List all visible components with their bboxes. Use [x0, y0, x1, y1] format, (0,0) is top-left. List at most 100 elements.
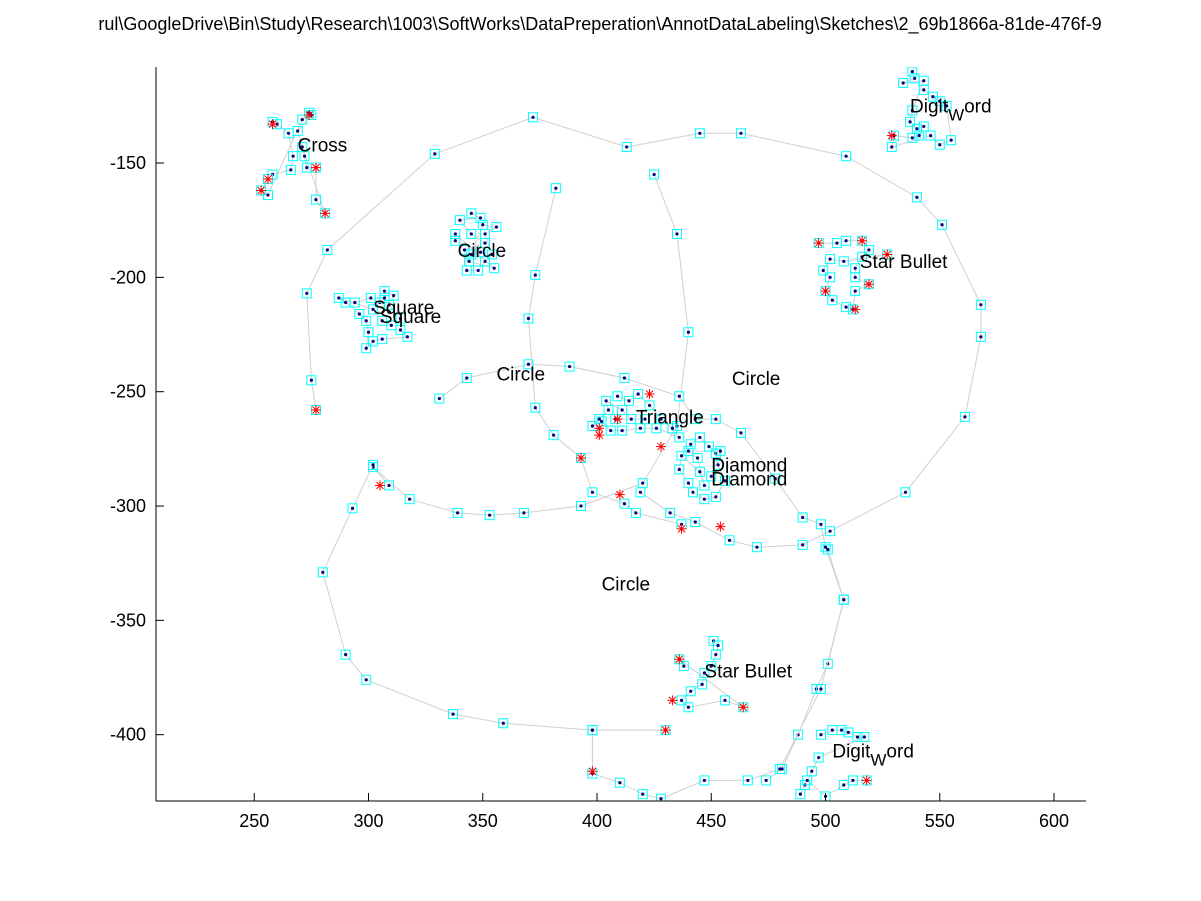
sample-point: [456, 511, 459, 514]
sample-point: [755, 546, 758, 549]
sample-point: [433, 152, 436, 155]
corner-point: [850, 304, 860, 314]
sample-point: [321, 571, 324, 574]
cluster-point-digit-word-upper: [913, 77, 916, 80]
sample-point: [687, 331, 690, 334]
sample-point: [819, 687, 822, 690]
corner-point: [311, 163, 321, 173]
cluster-point-diamond: [680, 454, 683, 457]
cluster-point-triangle: [648, 404, 651, 407]
cluster-point-triangle: [637, 392, 640, 395]
annotation-label-sub: W: [948, 106, 964, 125]
sample-point: [365, 678, 368, 681]
cluster-point-circle-small: [479, 216, 482, 219]
cluster-point-square: [406, 335, 409, 338]
sample-point: [531, 116, 534, 119]
cluster-point-digit-word-lower: [799, 793, 802, 796]
corner-point: [587, 766, 597, 776]
sample-point: [305, 292, 308, 295]
sample-point: [465, 376, 468, 379]
y-tick-label: -200: [110, 267, 146, 287]
cluster-point-triangle: [621, 429, 624, 432]
cluster-point-star-bullet-lower: [723, 699, 726, 702]
cluster-point-star-bullet-lower: [687, 706, 690, 709]
cluster-point-digit-word-upper: [922, 88, 925, 91]
cluster-point-square: [337, 296, 340, 299]
cluster-point-star-bullet-upper: [842, 260, 845, 263]
sample-point: [326, 248, 329, 251]
sample-point: [591, 491, 594, 494]
cluster-point-diamond: [714, 495, 717, 498]
cluster-point-digit-word-upper: [918, 134, 921, 137]
corner-point: [667, 695, 677, 705]
cluster-point-cross: [296, 129, 299, 132]
cluster-point-circle-small: [481, 223, 484, 226]
cluster-point-digit-word-upper: [922, 79, 925, 82]
annotation-label-text: Diamond: [711, 469, 787, 490]
sample-point: [842, 598, 845, 601]
sample-point: [438, 397, 441, 400]
cluster-point-star-bullet-upper: [828, 257, 831, 260]
corner-point: [320, 208, 330, 218]
sample-point: [714, 418, 717, 421]
cluster-point-triangle: [630, 418, 633, 421]
x-tick-label: 500: [810, 811, 840, 831]
annotation-label-text: Triangle: [636, 408, 704, 429]
y-tick-label: -350: [110, 610, 146, 630]
y-tick-label: -300: [110, 496, 146, 516]
cluster-point-square: [369, 296, 372, 299]
cluster-point-digit-word-lower: [863, 735, 866, 738]
annotation-label: Star Bullet: [704, 662, 792, 683]
cluster-point-digit-word-lower: [810, 770, 813, 773]
corner-point: [674, 654, 684, 664]
sample-point: [408, 498, 411, 501]
sample-point: [669, 511, 672, 514]
annotation-label-text: Circle: [458, 241, 507, 262]
cluster-point-digit-word-lower: [831, 729, 834, 732]
sample-point: [641, 793, 644, 796]
sample-point: [819, 523, 822, 526]
sample-point: [963, 415, 966, 418]
annotation-label-text: Circle: [732, 369, 781, 390]
sample-point: [824, 546, 827, 549]
sample-point: [739, 132, 742, 135]
y-tick-label: -250: [110, 382, 146, 402]
annotation-label: Square: [380, 307, 441, 328]
cluster-point-cross: [266, 193, 269, 196]
cluster-point-star-bullet-upper: [828, 276, 831, 279]
y-tick-label: -150: [110, 153, 146, 173]
annotation-label: Triangle: [636, 408, 704, 429]
sample-point: [625, 145, 628, 148]
annotation-label: Circle: [732, 369, 781, 390]
cluster-point-digit-word-upper: [911, 136, 914, 139]
cluster-point-star-bullet-upper: [867, 248, 870, 251]
corner-point: [311, 405, 321, 415]
sample-point: [678, 395, 681, 398]
chart-title: rul\GoogleDrive\Bin\Study\Research\1003\…: [98, 14, 1101, 35]
cluster-point-digit-word-lower: [842, 783, 845, 786]
cluster-point-digit-word-upper: [929, 134, 932, 137]
cluster-point-star-bullet-lower: [689, 690, 692, 693]
cluster-point-digit-word-upper: [902, 81, 905, 84]
sample-point: [828, 530, 831, 533]
annotation-label-text: Square: [380, 307, 441, 328]
cluster-point-star-bullet-lower: [701, 683, 704, 686]
corner-point: [677, 524, 687, 534]
cluster-point-triangle: [609, 429, 612, 432]
sample-point: [344, 653, 347, 656]
x-tick-label: 300: [353, 811, 383, 831]
corner-point: [656, 442, 666, 452]
sample-point: [623, 502, 626, 505]
cluster-point-square: [344, 301, 347, 304]
cluster-point-square: [371, 340, 374, 343]
cluster-point-digit-word-upper: [911, 70, 914, 73]
sample-point: [801, 516, 804, 519]
cluster-point-triangle: [621, 408, 624, 411]
annotation-label-text: Digit: [832, 742, 871, 763]
cluster-point-square: [358, 312, 361, 315]
corner-point: [613, 414, 623, 424]
sample-point: [387, 484, 390, 487]
cluster-point-digit-word-upper: [922, 125, 925, 128]
